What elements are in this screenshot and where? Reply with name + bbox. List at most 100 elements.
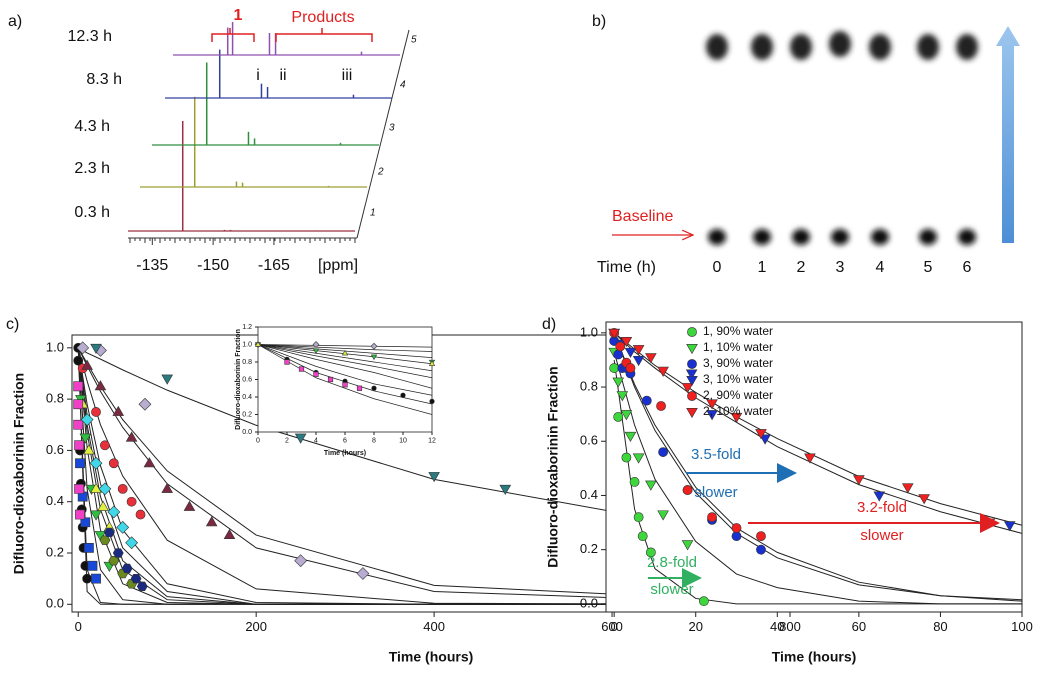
x-tick-label: 0: [256, 437, 260, 444]
fit-curve: [258, 344, 432, 379]
x-tick-label: 800: [779, 619, 801, 634]
data-point: [84, 542, 94, 553]
data-point: [90, 343, 102, 354]
tlc-spot: [829, 31, 851, 57]
data-point: [620, 410, 633, 421]
y-tick-label: 0.0: [242, 429, 252, 436]
data-point: [633, 512, 644, 522]
y-tick-label: 0.0: [580, 595, 598, 610]
fit-curve: [77, 347, 790, 605]
data-point: [73, 355, 84, 366]
data-point: [656, 401, 666, 411]
tlc-spot: [869, 34, 891, 60]
lane-label: 6: [963, 259, 972, 276]
y-tick-label: 0.4: [46, 493, 64, 508]
data-point: [75, 458, 85, 469]
data-point: [707, 512, 717, 522]
legend-label: 2, 10% water: [703, 404, 773, 418]
data-point: [254, 341, 262, 347]
tlc-spot: [831, 229, 849, 245]
data-point: [125, 536, 139, 550]
panel-letter: b): [592, 13, 606, 30]
data-point: [755, 429, 767, 440]
fit-curve: [258, 344, 432, 389]
data-point: [81, 359, 93, 370]
data-point: [312, 341, 320, 348]
data-point: [370, 354, 378, 361]
data-point: [121, 563, 133, 574]
x-tick-label: 60: [852, 619, 866, 634]
y-tick-label: 0.6: [580, 433, 598, 448]
data-point: [116, 520, 130, 534]
tlc-spot: [919, 229, 937, 245]
data-point: [91, 573, 101, 584]
data-point: [356, 567, 370, 580]
data-point: [621, 452, 632, 463]
data-point: [73, 381, 84, 392]
y-tick-label: 0.2: [46, 544, 64, 559]
data-point: [284, 359, 290, 365]
data-point: [100, 440, 110, 451]
data-point: [706, 410, 718, 421]
data-point: [641, 395, 652, 406]
data-point: [130, 573, 142, 584]
data-point: [428, 472, 440, 483]
y-tick-label: 0.4: [242, 394, 252, 401]
data-point: [698, 596, 709, 606]
y-tick-label: 0.0: [46, 596, 64, 611]
trace-label: 12.3 h: [68, 28, 112, 45]
x-tick-label: -165: [258, 257, 290, 274]
data-point: [616, 391, 629, 402]
data-point: [429, 398, 435, 404]
data-point: [97, 500, 109, 511]
data-point: [706, 399, 718, 410]
data-point: [223, 528, 236, 540]
data-point: [161, 482, 174, 493]
data-point: [76, 341, 90, 355]
legend-marker: [686, 344, 698, 355]
data-point: [126, 496, 137, 507]
data-point: [657, 366, 669, 377]
tlc-spot: [958, 229, 976, 245]
tlc-spot: [871, 229, 889, 245]
data-point: [112, 405, 125, 416]
data-point: [294, 554, 308, 568]
x-axis-label: Time (hours): [772, 649, 857, 665]
data-point: [499, 484, 512, 496]
data-point: [759, 434, 771, 445]
data-point: [853, 475, 865, 486]
data-point: [205, 516, 218, 527]
data-point: [356, 385, 363, 391]
data-point: [658, 447, 668, 457]
data-point: [135, 509, 146, 520]
x-axis-label: Time (hours): [324, 450, 366, 457]
bracket: [275, 28, 373, 42]
legend-marker: [687, 359, 697, 369]
data-point: [341, 349, 349, 356]
lane-label: 3: [836, 259, 845, 276]
x-tick-label: 2: [285, 437, 289, 444]
data-point: [624, 431, 637, 442]
data-point: [613, 412, 624, 422]
data-point: [143, 457, 156, 468]
data-point: [731, 531, 742, 541]
data-point: [74, 440, 85, 451]
fit-curve: [258, 344, 432, 352]
data-point: [629, 477, 640, 487]
x-tick-label: 0: [75, 619, 82, 634]
data-point: [637, 531, 648, 541]
y-tick-label: 0.8: [580, 378, 598, 393]
data-point: [620, 336, 633, 348]
data-point: [82, 573, 93, 584]
data-point: [112, 548, 124, 558]
lane-label: 0: [713, 259, 722, 276]
data-point: [98, 482, 112, 496]
legend-label: 1, 90% water: [703, 324, 773, 338]
annotation: 3.2-fold: [857, 499, 907, 516]
data-point: [298, 366, 305, 372]
trace-number: 3: [389, 123, 395, 134]
plot-frame: [605, 321, 1023, 613]
x-axis-label: [ppm]: [318, 257, 358, 274]
data-point: [400, 392, 406, 398]
